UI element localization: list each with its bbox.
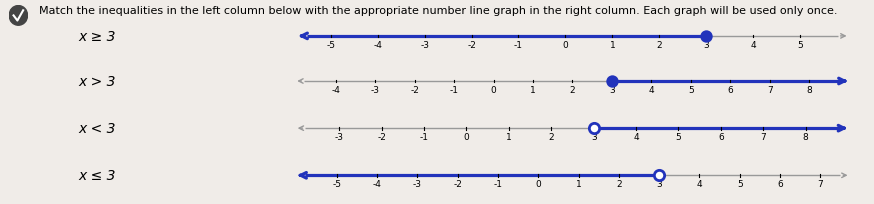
Text: 0: 0	[563, 41, 568, 50]
Text: 1: 1	[609, 41, 615, 50]
Text: 2: 2	[549, 133, 554, 142]
Text: 5: 5	[737, 180, 743, 188]
Text: 5: 5	[797, 41, 803, 50]
Text: -4: -4	[372, 180, 381, 188]
Text: x < 3: x < 3	[79, 122, 116, 135]
Text: 4: 4	[649, 86, 654, 95]
Text: -2: -2	[467, 41, 476, 50]
Point	[699, 35, 713, 38]
Text: 3: 3	[609, 86, 614, 95]
Text: -3: -3	[420, 41, 429, 50]
Text: 1: 1	[531, 86, 536, 95]
Text: 2: 2	[656, 41, 662, 50]
Text: -2: -2	[378, 133, 386, 142]
Text: 3: 3	[656, 180, 662, 188]
Text: x ≤ 3: x ≤ 3	[79, 169, 116, 182]
Text: 1: 1	[506, 133, 512, 142]
Text: -4: -4	[373, 41, 382, 50]
Text: -1: -1	[494, 180, 503, 188]
Text: 6: 6	[777, 180, 783, 188]
Text: -3: -3	[371, 86, 379, 95]
Text: 2: 2	[616, 180, 621, 188]
Circle shape	[9, 7, 28, 26]
Text: 5: 5	[676, 133, 682, 142]
Text: -1: -1	[514, 41, 523, 50]
Text: 4: 4	[697, 180, 702, 188]
Text: 8: 8	[803, 133, 808, 142]
Text: 0: 0	[490, 86, 496, 95]
Text: -3: -3	[413, 180, 422, 188]
Text: 6: 6	[718, 133, 724, 142]
Text: -5: -5	[326, 41, 335, 50]
Text: 8: 8	[807, 86, 812, 95]
Text: 4: 4	[751, 41, 756, 50]
Point	[652, 174, 666, 177]
Text: 3: 3	[591, 133, 597, 142]
Text: 6: 6	[727, 86, 733, 95]
Text: -4: -4	[331, 86, 340, 95]
Text: -2: -2	[454, 180, 462, 188]
Point	[586, 127, 600, 130]
Text: -1: -1	[449, 86, 459, 95]
Text: -1: -1	[420, 133, 428, 142]
Text: 7: 7	[766, 86, 773, 95]
Text: -2: -2	[410, 86, 420, 95]
Text: 1: 1	[576, 180, 581, 188]
Text: 3: 3	[704, 41, 709, 50]
Text: 4: 4	[634, 133, 639, 142]
Text: 0: 0	[536, 180, 541, 188]
Text: x ≥ 3: x ≥ 3	[79, 30, 116, 44]
Text: Match the inequalities in the left column below with the appropriate number line: Match the inequalities in the left colum…	[39, 6, 838, 16]
Text: 7: 7	[817, 180, 823, 188]
Text: 7: 7	[760, 133, 766, 142]
Text: 0: 0	[463, 133, 469, 142]
Text: 2: 2	[570, 86, 575, 95]
Text: x > 3: x > 3	[79, 75, 116, 89]
Point	[605, 80, 619, 83]
Text: 5: 5	[688, 86, 694, 95]
Text: -5: -5	[332, 180, 341, 188]
Text: -3: -3	[335, 133, 343, 142]
